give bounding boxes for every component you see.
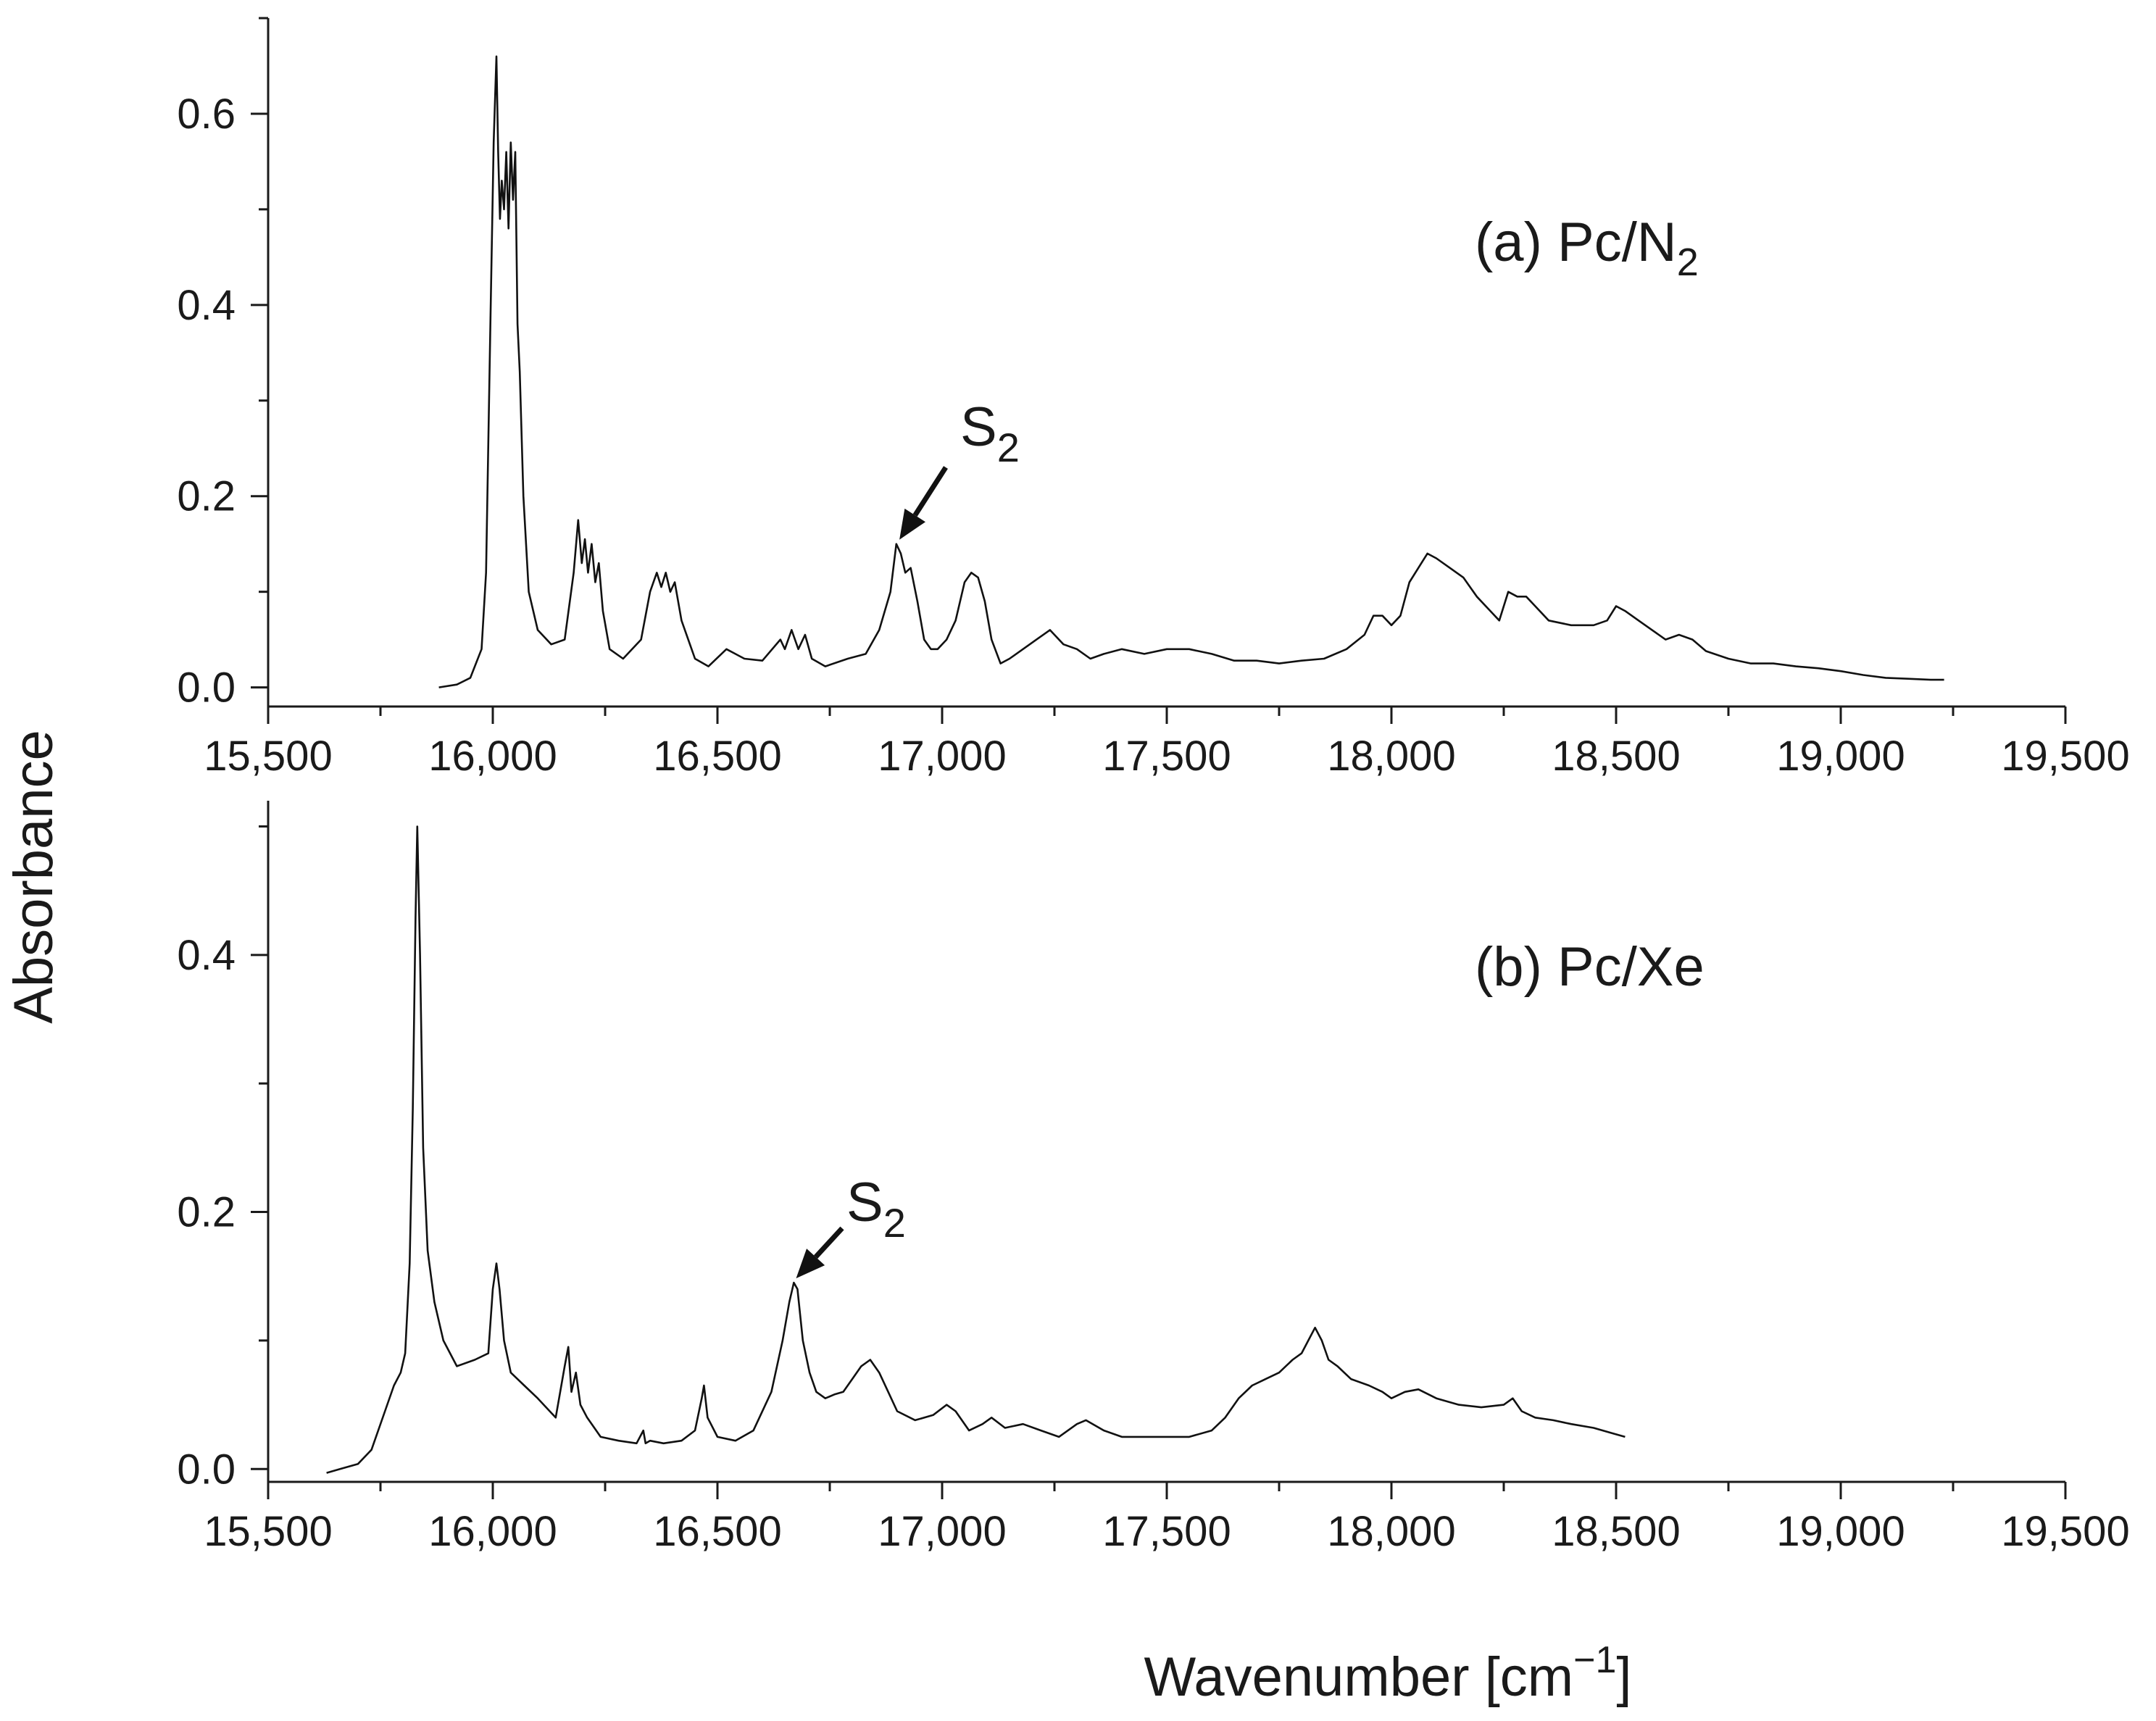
x-tick-label: 18,000 bbox=[1327, 1508, 1455, 1555]
series-line-pc-n2 bbox=[438, 55, 1944, 688]
series-line-pc-xe bbox=[326, 825, 1626, 1474]
y-tick-label: 0.0 bbox=[177, 664, 236, 712]
x-tick-label: 17,500 bbox=[1102, 1508, 1231, 1555]
y-tick-label: 0.6 bbox=[177, 91, 236, 138]
s2-arrow-shaft bbox=[813, 1226, 844, 1259]
s2-annotation-main: S bbox=[846, 1172, 883, 1233]
x-tick-label: 19,500 bbox=[2001, 733, 2129, 780]
s2-annotation-sub: 2 bbox=[997, 425, 1020, 470]
x-tick-label: 15,500 bbox=[204, 1508, 332, 1555]
y-tick-label: 0.4 bbox=[177, 282, 236, 329]
x-tick-label: 19,500 bbox=[2001, 1508, 2129, 1555]
s2-annotation: S2 bbox=[960, 396, 1020, 470]
x-tick-label: 18,500 bbox=[1552, 1508, 1680, 1555]
y-axis-title: Absorbance bbox=[3, 730, 64, 1024]
x-tick-label: 17,500 bbox=[1102, 733, 1231, 780]
x-tick-label: 18,000 bbox=[1327, 733, 1455, 780]
x-tick-label: 16,000 bbox=[428, 733, 557, 780]
x-tick-label: 16,000 bbox=[428, 1508, 557, 1555]
x-tick-label: 19,000 bbox=[1776, 733, 1905, 780]
s2-arrow-head bbox=[796, 1249, 825, 1279]
s2-annotation: S2 bbox=[846, 1172, 906, 1246]
x-tick-label: 17,000 bbox=[878, 733, 1006, 780]
x-tick-label: 16,500 bbox=[653, 1508, 781, 1555]
x-axis-title: Wavenumber [cm−1] bbox=[1144, 1639, 1631, 1708]
x-axis-title-main: Wavenumber [cm bbox=[1144, 1646, 1573, 1708]
x-tick-label: 15,500 bbox=[204, 733, 332, 780]
s2-annotation-sub: 2 bbox=[883, 1200, 906, 1246]
panel-top-pc-n2: 15,500 16,000 16,500 17,000 17,500 18,000 18,5… bbox=[177, 17, 2130, 780]
panel-label: (b) Pc/Xe bbox=[1475, 936, 1705, 998]
panel-bottom-pc-xe: 15,500 16,000 16,500 17,000 17,500 18,000 18,5… bbox=[177, 801, 2130, 1555]
panel-label-main: (a) Pc/N bbox=[1475, 212, 1677, 273]
x-tick-label: 19,000 bbox=[1776, 1508, 1905, 1555]
s2-annotation-main: S bbox=[960, 396, 997, 458]
panel-label: (a) Pc/N2 bbox=[1475, 212, 1699, 284]
x-tick-label: 18,500 bbox=[1552, 733, 1680, 780]
x-tick-label: 17,000 bbox=[878, 1508, 1006, 1555]
x-axis-title-sup: −1 bbox=[1573, 1639, 1616, 1681]
panel-label-main: (b) Pc/Xe bbox=[1475, 936, 1705, 998]
s2-arrow-shaft bbox=[912, 466, 948, 517]
s2-arrow-head bbox=[899, 508, 925, 540]
panel-label-sub: 2 bbox=[1677, 241, 1699, 284]
y-tick-label: 0.0 bbox=[177, 1446, 236, 1493]
y-tick-label: 0.2 bbox=[177, 473, 236, 520]
y-tick-label: 0.2 bbox=[177, 1189, 236, 1236]
x-tick-label: 16,500 bbox=[653, 733, 781, 780]
y-tick-label: 0.4 bbox=[177, 932, 236, 979]
x-axis-title-end: ] bbox=[1616, 1646, 1631, 1708]
